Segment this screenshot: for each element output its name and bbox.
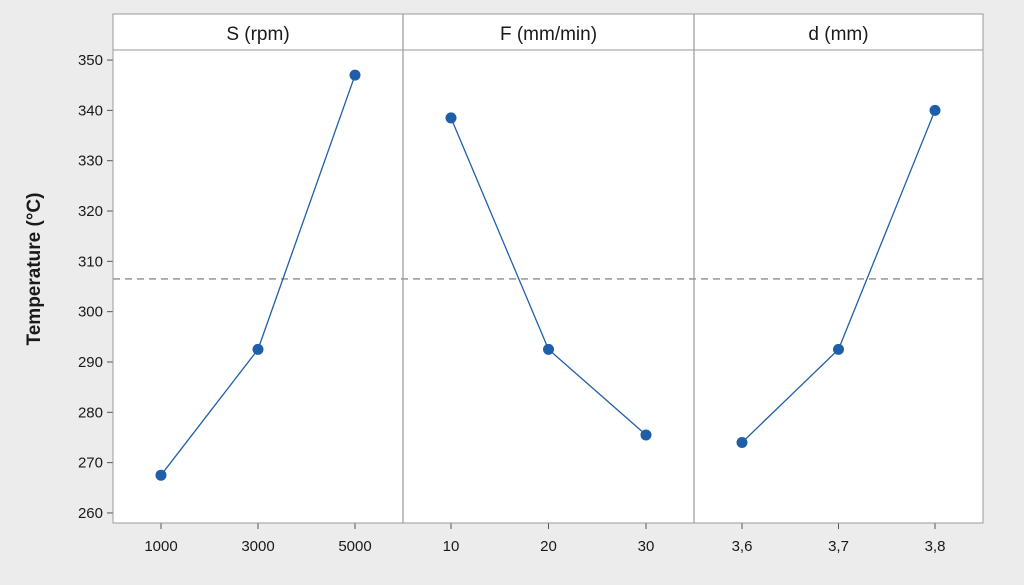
y-tick-label: 350 <box>78 52 103 69</box>
x-tick-label: 3,6 <box>732 538 753 555</box>
panels-group: S (rpm) 1000 3000 5000 F (mm/min) 10 20 30 d (mm… <box>113 14 983 555</box>
x-tick-label: 1000 <box>144 538 177 555</box>
data-point <box>736 436 748 448</box>
plot-frame-border <box>112 13 984 524</box>
panel-title: d (mm) <box>808 24 868 45</box>
y-tick-label: 270 <box>78 455 103 472</box>
panel-header-strip <box>112 13 984 51</box>
y-tick-label: 290 <box>78 354 103 371</box>
data-point <box>640 429 652 441</box>
x-tick-label: 3000 <box>241 538 274 555</box>
data-point <box>349 69 361 81</box>
panel-2: F (mm/min) 10 20 30 <box>402 14 655 555</box>
panel-title: F (mm/min) <box>500 24 597 45</box>
panel-1: S (rpm) 1000 3000 5000 <box>144 24 371 555</box>
y-axis: 260 270 280 290 300 310 320 330 340 350 <box>78 52 113 522</box>
data-point <box>543 343 554 355</box>
x-tick-label: 10 <box>443 538 460 555</box>
y-tick-label: 260 <box>78 505 103 522</box>
y-tick-label: 320 <box>78 203 103 220</box>
data-point <box>445 112 457 124</box>
data-point <box>929 104 941 116</box>
data-point <box>155 469 167 481</box>
plot-frame <box>112 13 984 524</box>
y-tick-label: 310 <box>78 253 103 270</box>
data-point <box>833 343 844 355</box>
x-tick-label: 30 <box>638 538 655 555</box>
x-tick-label: 3,7 <box>828 538 849 555</box>
x-tick-label: 20 <box>540 538 557 555</box>
y-tick-label: 300 <box>78 304 103 321</box>
panel-3: d (mm) 3,6 3,7 3,8 <box>693 14 946 555</box>
y-axis-label: Temperature (°C) <box>24 193 45 346</box>
y-tick-label: 330 <box>78 153 103 170</box>
y-tick-label: 280 <box>78 404 103 421</box>
panel-title: S (rpm) <box>226 24 289 45</box>
y-tick-label: 340 <box>78 102 103 119</box>
x-tick-label: 5000 <box>338 538 371 555</box>
x-tick-label: 3,8 <box>925 538 946 555</box>
data-point <box>252 343 264 355</box>
